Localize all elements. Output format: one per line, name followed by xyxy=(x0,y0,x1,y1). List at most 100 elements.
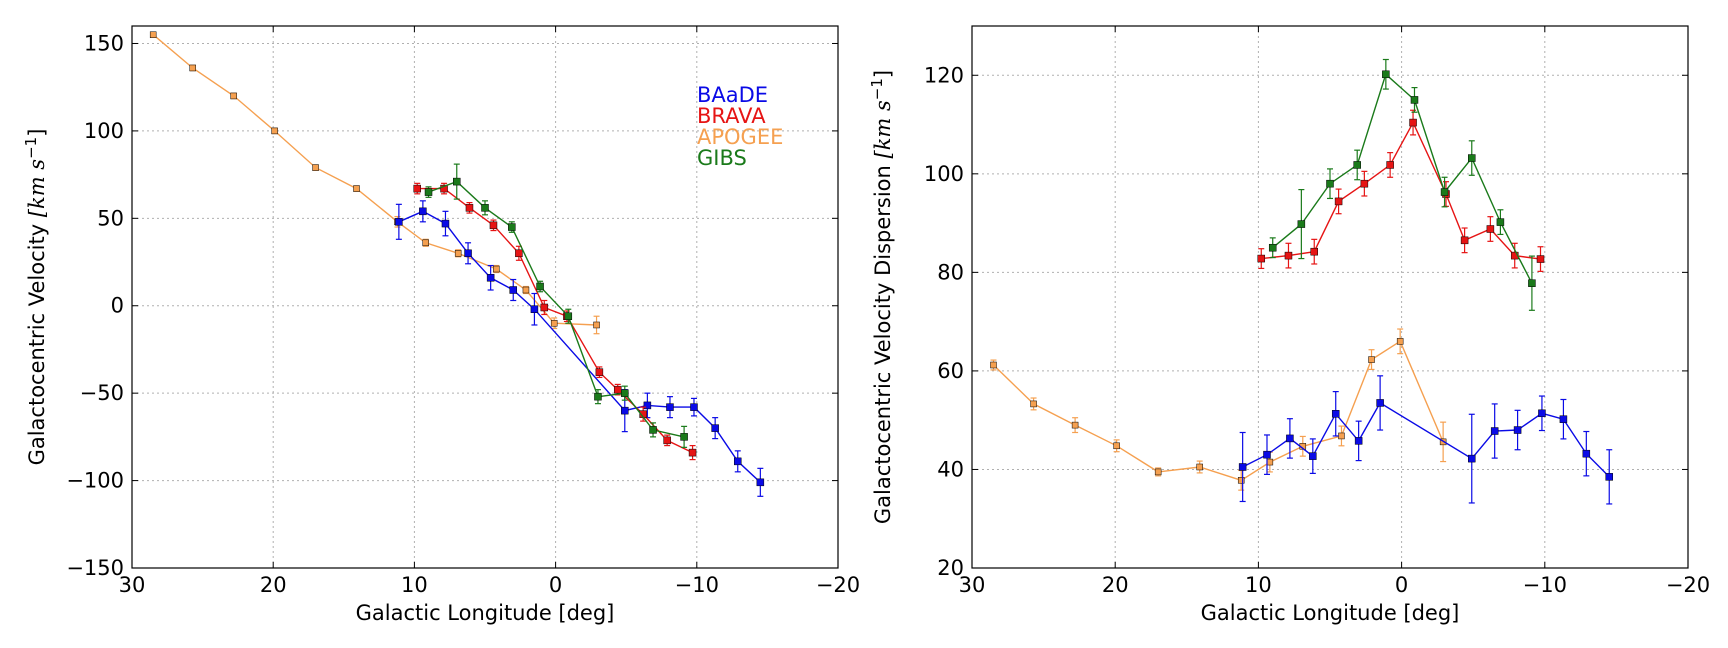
data-point-gibs xyxy=(564,312,573,320)
data-point-brava xyxy=(1257,254,1266,263)
data-point-baade xyxy=(441,219,450,228)
y-tick-label: 0 xyxy=(111,294,124,318)
plot-frame xyxy=(971,25,1689,569)
data-point-baade xyxy=(1354,437,1363,445)
data-point-brava xyxy=(413,184,421,193)
data-point-gibs xyxy=(481,204,489,212)
y-axis-label-units: [km s xyxy=(871,100,895,159)
data-point-gibs xyxy=(1496,218,1505,226)
data-point-apogee xyxy=(422,239,429,247)
data-point-gibs xyxy=(621,389,629,397)
data-point-apogee xyxy=(990,361,997,369)
series-line-brava xyxy=(1261,121,1541,260)
x-tick-label: −20 xyxy=(816,573,860,597)
data-point-brava xyxy=(1334,197,1343,206)
data-point-baade xyxy=(1376,399,1384,407)
data-point-apogee xyxy=(593,321,600,329)
data-point-baade xyxy=(1286,434,1294,443)
x-axis-label: Galactic Longitude [deg] xyxy=(1201,601,1460,625)
data-point-gibs xyxy=(536,282,544,291)
data-point-baade xyxy=(1331,410,1340,418)
x-tick-label: 0 xyxy=(1395,573,1408,597)
data-point-gibs xyxy=(508,223,516,231)
data-point-gibs xyxy=(1528,279,1536,287)
data-point-baade xyxy=(621,406,629,415)
data-point-apogee xyxy=(353,185,360,192)
y-tick-label: −100 xyxy=(66,469,124,493)
y-tick-label: 50 xyxy=(97,206,124,230)
data-point-baade xyxy=(509,286,517,294)
data-point-apogee xyxy=(1266,458,1274,466)
y-axis-label: Galactocentric Velocity Dispersion [km s… xyxy=(868,70,895,524)
y-tick-label: −50 xyxy=(80,381,124,405)
left-panel-velocity: 30 20 10 0 −10 −20−150−100−50050100150Galacti… xyxy=(22,25,860,625)
data-point-baade xyxy=(643,401,652,410)
data-point-apogee xyxy=(312,164,319,171)
data-point-apogee xyxy=(454,250,462,257)
y-axis-label-exponent: −1 xyxy=(22,137,40,159)
data-point-apogee xyxy=(493,265,500,273)
data-point-brava xyxy=(1284,251,1293,260)
data-point-baade xyxy=(1582,449,1591,458)
data-point-baade xyxy=(1490,427,1499,435)
data-point-apogee xyxy=(1030,400,1037,408)
data-point-brava xyxy=(1386,161,1394,169)
data-point-gibs xyxy=(594,392,602,401)
data-point-brava xyxy=(595,368,604,376)
data-point-gibs xyxy=(1468,154,1476,162)
y-tick-label: 150 xyxy=(84,31,124,55)
data-point-gibs xyxy=(1440,188,1449,196)
data-point-apogee xyxy=(189,64,196,72)
data-point-apogee xyxy=(1113,442,1120,450)
series-line-gibs xyxy=(428,180,685,438)
data-point-brava xyxy=(540,303,549,312)
data-point-baade xyxy=(1309,452,1317,460)
y-tick-label: 80 xyxy=(937,260,964,284)
data-point-brava xyxy=(1536,255,1545,263)
data-point-apogee xyxy=(1154,468,1162,476)
y-tick-label: 120 xyxy=(924,63,964,87)
series-line-apogee xyxy=(152,34,597,326)
data-point-apogee xyxy=(230,92,237,100)
data-point-gibs xyxy=(424,188,433,196)
data-point-brava xyxy=(1360,179,1369,188)
data-point-baade xyxy=(395,218,403,226)
legend-entry-baade: BAaDE xyxy=(697,83,768,107)
y-axis-label-close: ] xyxy=(25,129,49,137)
data-point-apogee xyxy=(522,286,530,294)
y-axis-label-close: ] xyxy=(871,70,895,78)
data-point-baade xyxy=(733,457,742,466)
y-axis-label-text: Galactocentric Velocity xyxy=(25,217,49,465)
data-point-baade xyxy=(1513,426,1522,434)
data-point-brava xyxy=(1486,225,1495,233)
data-point-baade xyxy=(419,207,427,216)
data-point-baade xyxy=(530,305,539,313)
data-point-apogee xyxy=(1237,477,1245,484)
y-tick-label: 20 xyxy=(937,556,964,580)
x-tick-label: 20 xyxy=(1102,573,1129,597)
x-tick-label: −20 xyxy=(1666,573,1710,597)
data-point-baade xyxy=(486,274,495,282)
data-point-baade xyxy=(1263,450,1271,459)
legend-entry-apogee: APOGEE xyxy=(697,125,783,149)
y-tick-label: 40 xyxy=(937,457,964,481)
x-tick-label: 0 xyxy=(549,573,562,597)
data-point-gibs xyxy=(1353,161,1361,169)
data-point-brava xyxy=(663,436,671,445)
data-point-apogee xyxy=(1396,338,1404,345)
data-point-baade xyxy=(711,424,719,432)
y-axis-label: Galactocentric Velocity [km s−1] xyxy=(22,129,49,466)
x-tick-label: 10 xyxy=(1245,573,1272,597)
data-point-apogee xyxy=(1196,463,1203,471)
data-point-baade xyxy=(1559,415,1568,423)
data-point-brava xyxy=(440,184,448,193)
data-point-gibs xyxy=(1297,220,1306,228)
data-point-brava xyxy=(1409,118,1417,127)
x-tick-label: 30 xyxy=(959,573,986,597)
data-point-baade xyxy=(666,403,674,411)
data-point-baade xyxy=(1538,409,1546,418)
plot-frame xyxy=(131,25,839,569)
data-point-brava xyxy=(489,221,498,230)
